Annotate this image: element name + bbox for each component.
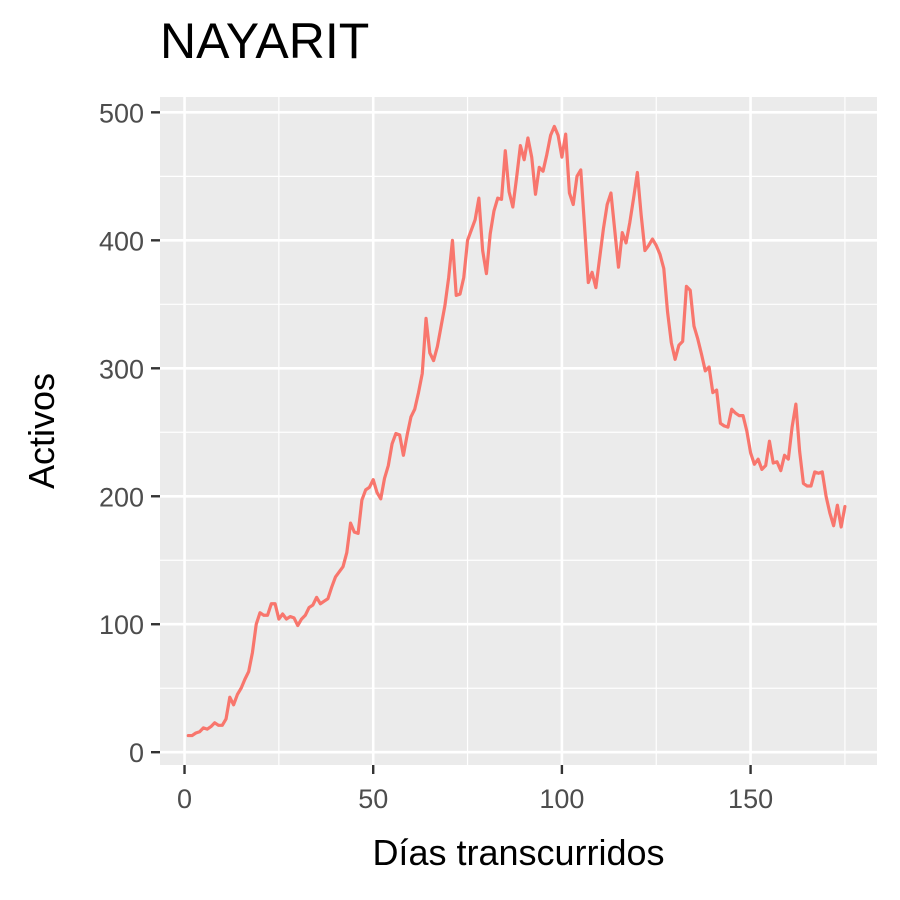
y-tick-label: 500 [99, 98, 144, 128]
x-axis-title: Días transcurridos [372, 832, 664, 873]
x-tick-labels: 0 50 100 150 [177, 784, 773, 814]
y-tick-label: 0 [129, 738, 144, 768]
plot-panel [160, 97, 877, 765]
x-tick-label: 0 [177, 784, 192, 814]
major-gridlines [160, 97, 877, 765]
x-tick-label: 150 [728, 784, 773, 814]
y-tick-label: 100 [99, 610, 144, 640]
axis-ticks [151, 111, 752, 774]
minor-gridlines [160, 97, 877, 765]
series-line-activos [186, 124, 847, 738]
y-tick-label: 200 [99, 482, 144, 512]
y-tick-label: 300 [99, 354, 144, 384]
series-group [186, 124, 847, 738]
x-tick-label: 100 [539, 784, 584, 814]
y-tick-labels: 0 100 200 300 400 500 [99, 98, 144, 768]
y-axis-title: Activos [21, 373, 62, 489]
chart-title: NAYARIT [160, 13, 370, 69]
y-tick-label: 400 [99, 226, 144, 256]
x-tick-label: 50 [358, 784, 388, 814]
